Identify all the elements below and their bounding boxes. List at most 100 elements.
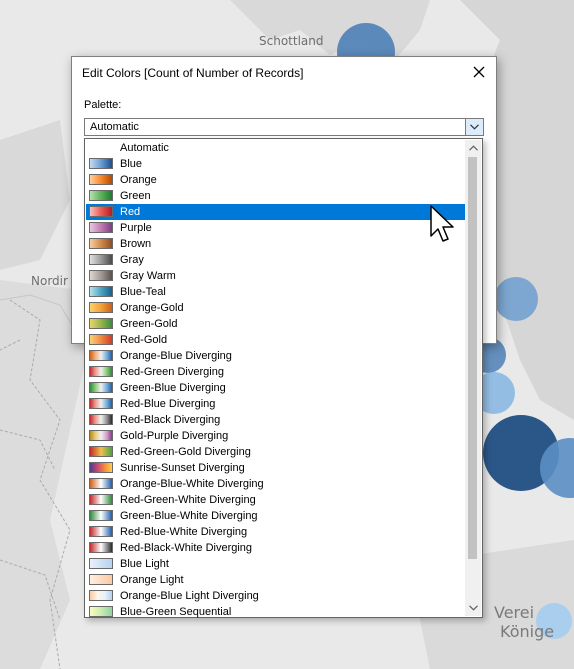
palette-swatch — [89, 302, 113, 313]
palette-option-gold-purple-diverging[interactable]: Gold-Purple Diverging — [86, 428, 466, 444]
palette-option-gray[interactable]: Gray — [86, 252, 466, 268]
palette-option-label: Red-Green-White Diverging — [120, 494, 256, 506]
palette-option-orange[interactable]: Orange — [86, 172, 466, 188]
data-bubble — [483, 415, 559, 491]
palette-option-label: Blue — [120, 158, 143, 170]
palette-option-label: Red-Green-Gold Diverging — [120, 446, 251, 458]
palette-swatch — [89, 606, 113, 617]
palette-option-label: Orange-Blue Diverging — [120, 350, 232, 362]
palette-option-label: Purple — [120, 222, 152, 234]
palette-option-red-blue-white-diverging[interactable]: Red-Blue-White Diverging — [86, 524, 466, 540]
palette-option-label: Sunrise-Sunset Diverging — [120, 462, 245, 474]
palette-option-orange-blue-white-diverging[interactable]: Orange-Blue-White Diverging — [86, 476, 466, 492]
palette-swatch — [89, 414, 113, 425]
palette-option-label: Blue-Green Sequential — [120, 606, 232, 618]
region-border — [0, 429, 56, 471]
data-bubble — [536, 603, 572, 639]
palette-swatch — [89, 558, 113, 569]
palette-swatch — [89, 206, 113, 217]
region-border — [0, 559, 61, 621]
palette-option-red-gold[interactable]: Red-Gold — [86, 332, 466, 348]
mouse-pointer-icon — [430, 205, 454, 242]
map-label-scotland: Schottland — [259, 34, 324, 48]
palette-option-red-black-white-diverging[interactable]: Red-Black-White Diverging — [86, 540, 466, 556]
palette-option-label: Brown — [120, 238, 152, 250]
palette-swatch — [89, 366, 113, 377]
palette-option-orange-blue-light-diverging[interactable]: Orange-Blue Light Diverging — [86, 588, 466, 604]
palette-option-label: Green — [120, 190, 151, 202]
palette-option-purple[interactable]: Purple — [86, 220, 466, 236]
palette-option-orange-light[interactable]: Orange Light — [86, 572, 466, 588]
palette-swatch — [89, 222, 113, 233]
palette-option-blue-teal[interactable]: Blue-Teal — [86, 284, 466, 300]
palette-select[interactable]: Automatic — [84, 118, 484, 136]
palette-option-red-green-white-diverging[interactable]: Red-Green-White Diverging — [86, 492, 466, 508]
palette-option-red[interactable]: Red — [86, 204, 466, 220]
palette-option-label: Gray — [120, 254, 144, 266]
palette-swatch — [89, 542, 113, 553]
map-label-northern-ireland: Nordir — [31, 274, 68, 288]
palette-dropdown-list: Automatic Blue Orange Green Red Purple Brown Gr… — [84, 138, 483, 618]
palette-option-automatic[interactable]: Automatic — [86, 140, 466, 156]
coast-line — [0, 294, 76, 331]
palette-option-label: Gray Warm — [120, 270, 176, 282]
palette-swatch — [89, 398, 113, 409]
palette-option-brown[interactable]: Brown — [86, 236, 466, 252]
palette-swatch — [89, 174, 113, 185]
palette-swatch — [89, 430, 113, 441]
palette-option-green-gold[interactable]: Green-Gold — [86, 316, 466, 332]
palette-swatch — [89, 446, 113, 457]
palette-option-red-black-diverging[interactable]: Red-Black Diverging — [86, 412, 466, 428]
chevron-up-icon — [468, 145, 478, 151]
palette-swatch — [89, 238, 113, 249]
palette-option-label: Orange — [120, 174, 157, 186]
palette-swatch — [89, 462, 113, 473]
data-bubble — [473, 372, 515, 414]
palette-option-green-blue-diverging[interactable]: Green-Blue Diverging — [86, 380, 466, 396]
palette-swatch — [89, 270, 113, 281]
palette-option-label: Green-Gold — [120, 318, 178, 330]
palette-option-label: Green-Blue Diverging — [120, 382, 226, 394]
palette-option-red-green-diverging[interactable]: Red-Green Diverging — [86, 364, 466, 380]
palette-option-label: Orange-Blue-White Diverging — [120, 478, 264, 490]
palette-option-blue-green-sequential[interactable]: Blue-Green Sequential — [86, 604, 466, 620]
data-bubble — [540, 438, 574, 498]
region-border — [9, 299, 71, 669]
palette-swatch — [89, 526, 113, 537]
palette-option-label: Orange-Gold — [120, 302, 184, 314]
palette-option-green-blue-white-diverging[interactable]: Green-Blue-White Diverging — [86, 508, 466, 524]
scroll-thumb[interactable] — [468, 157, 477, 559]
palette-option-orange-gold[interactable]: Orange-Gold — [86, 300, 466, 316]
dropdown-scrollbar[interactable] — [465, 140, 481, 616]
palette-option-label: Red-Black-White Diverging — [120, 542, 253, 554]
palette-option-label: Red-Black Diverging — [120, 414, 221, 426]
palette-options: Automatic Blue Orange Green Red Purple Brown Gr… — [86, 140, 466, 620]
palette-option-label: Gold-Purple Diverging — [120, 430, 229, 442]
palette-option-green[interactable]: Green — [86, 188, 466, 204]
palette-option-label: Red-Blue-White Diverging — [120, 526, 248, 538]
palette-swatch — [89, 350, 113, 361]
palette-option-label: Blue-Teal — [120, 286, 166, 298]
data-bubble — [494, 277, 538, 321]
chevron-down-icon — [470, 124, 479, 130]
palette-option-sunrise-sunset-diverging[interactable]: Sunrise-Sunset Diverging — [86, 460, 466, 476]
palette-select-value: Automatic — [90, 121, 139, 133]
palette-option-blue-light[interactable]: Blue Light — [86, 556, 466, 572]
palette-option-orange-blue-diverging[interactable]: Orange-Blue Diverging — [86, 348, 466, 364]
palette-option-red-green-gold-diverging[interactable]: Red-Green-Gold Diverging — [86, 444, 466, 460]
palette-option-gray-warm[interactable]: Gray Warm — [86, 268, 466, 284]
land-mass — [0, 280, 90, 669]
palette-swatch — [89, 590, 113, 601]
palette-option-red-blue-diverging[interactable]: Red-Blue Diverging — [86, 396, 466, 412]
close-button[interactable] — [470, 63, 488, 81]
palette-option-label: Red-Blue Diverging — [120, 398, 216, 410]
scroll-down-button[interactable] — [465, 600, 481, 616]
chevron-down-icon — [468, 605, 478, 611]
palette-swatch — [89, 318, 113, 329]
palette-option-blue[interactable]: Blue — [86, 156, 466, 172]
palette-swatch — [89, 334, 113, 345]
scroll-up-button[interactable] — [465, 140, 481, 156]
palette-option-label: Orange Light — [120, 574, 184, 586]
palette-swatch — [89, 382, 113, 393]
palette-select-toggle[interactable] — [465, 119, 483, 135]
